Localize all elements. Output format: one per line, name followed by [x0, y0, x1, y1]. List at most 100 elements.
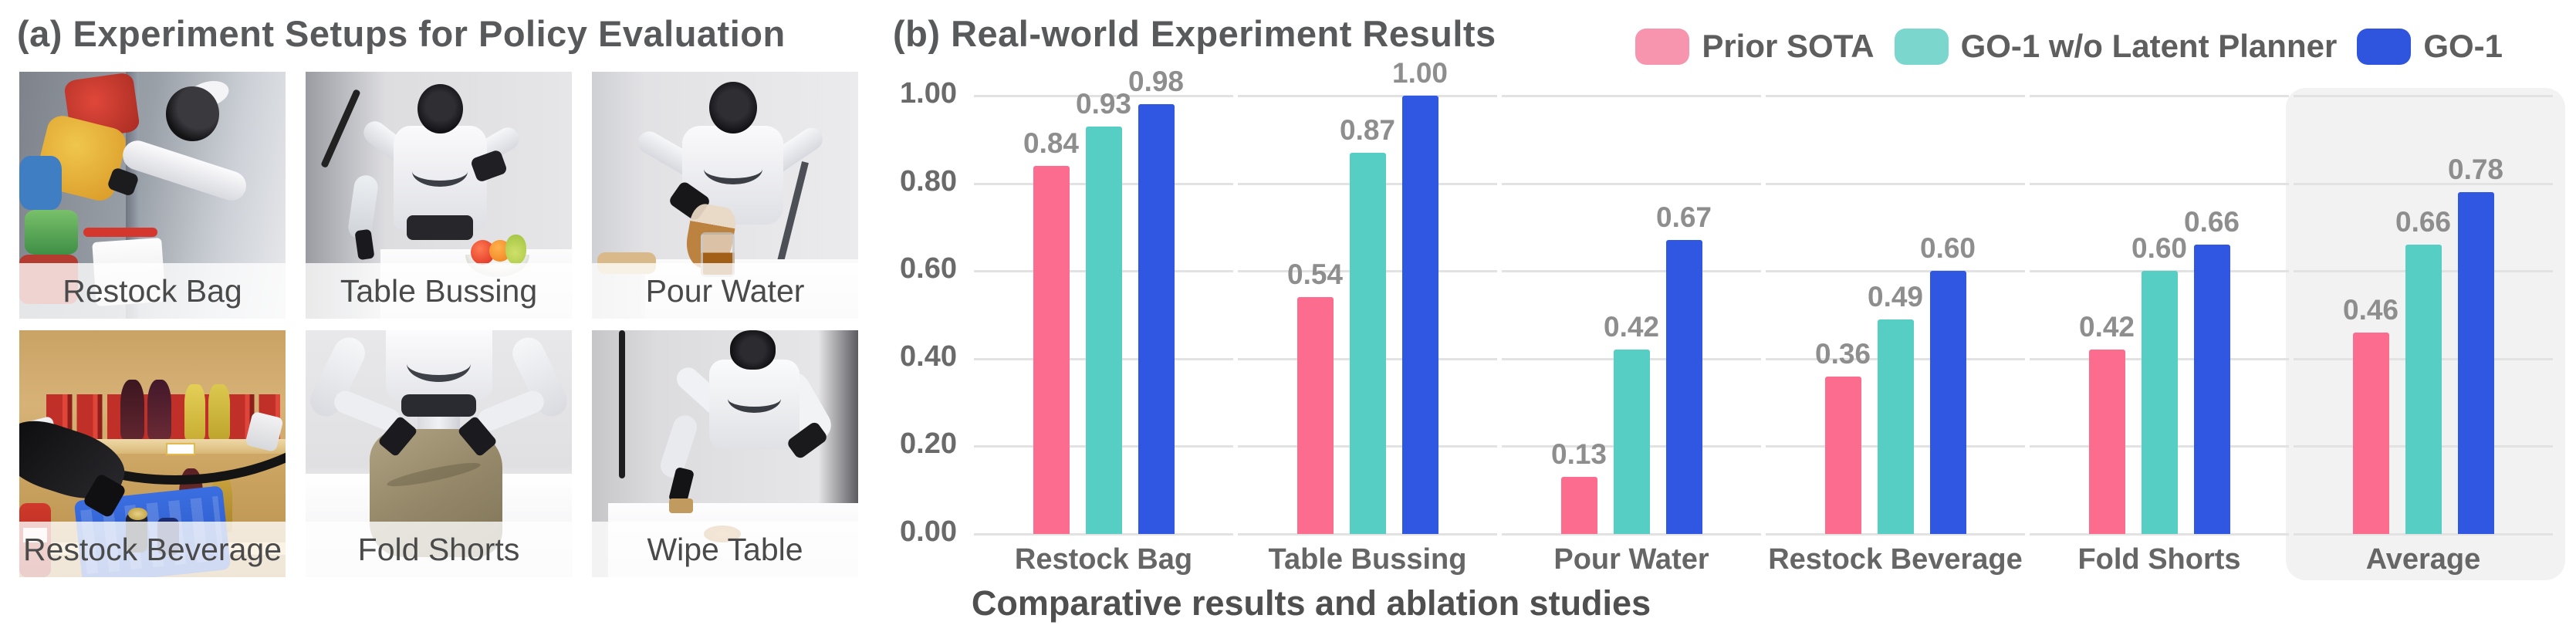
- gridline: [2294, 182, 2553, 185]
- bar-value-label: 0.66: [2395, 206, 2452, 238]
- bar-value-label: 0.78: [2447, 153, 2504, 185]
- y-axis-label: 0.40: [900, 340, 957, 373]
- panel-b-title: (b) Real-world Experiment Results: [893, 13, 1496, 54]
- bar-prior-sota-restock-bag: [1033, 165, 1070, 534]
- bar-value-label: 0.66: [2183, 206, 2240, 238]
- gridline: [1238, 533, 1497, 536]
- photo-pour-water: Pour Water: [592, 72, 858, 319]
- legend-label: Prior SOTA: [1702, 28, 1875, 64]
- bar-value-label: 1.00: [1391, 57, 1449, 89]
- bar-go-1-average: [2457, 191, 2494, 534]
- bar-prior-sota-table-bussing: [1296, 297, 1334, 534]
- bar-prior-sota-average: [2352, 332, 2389, 534]
- snack-bag-shape: [24, 210, 78, 255]
- legend-item-0: Prior SOTA: [1635, 28, 1875, 65]
- bar-value-label: 0.87: [1339, 113, 1396, 146]
- robot-head-shape: [165, 86, 219, 141]
- panel-a-title: (a) Experiment Setups for Policy Evaluat…: [17, 13, 786, 54]
- bar-go-1-fold-shorts: [2193, 245, 2230, 534]
- photo-label-fold-shorts: Fold Shorts: [306, 522, 572, 577]
- legend-item-1: GO-1 w/o Latent Planner: [1894, 28, 2338, 65]
- bar-value-label: 0.49: [1867, 280, 1924, 313]
- gridline: [1766, 533, 2025, 536]
- gridline: [1502, 270, 1761, 273]
- y-axis-label: 0.20: [900, 427, 957, 461]
- photo-label-restock-bag: Restock Bag: [19, 263, 286, 319]
- bar-value-label: 0.36: [1814, 337, 1871, 370]
- bar-prior-sota-pour-water: [1560, 477, 1597, 534]
- bar-go-1-w-o-latent-planner-pour-water: [1613, 350, 1650, 534]
- gridline: [1766, 182, 2025, 185]
- photo-label-table-bussing: Table Bussing: [306, 263, 572, 319]
- robot-waist-shape: [407, 215, 474, 240]
- bar-go-1-w-o-latent-planner-restock-bag: [1085, 126, 1122, 534]
- bar-value-label: 0.60: [1919, 232, 1976, 265]
- robot-head-shape: [417, 84, 463, 133]
- bar-value-label: 0.54: [1286, 258, 1344, 291]
- photo-table-bussing: Table Bussing: [306, 72, 572, 319]
- photo-restock-beverage: Restock Beverage: [19, 330, 286, 577]
- x-axis-label-table-bussing: Table Bussing: [1268, 543, 1467, 576]
- bar-prior-sota-fold-shorts: [2088, 350, 2125, 534]
- gridline: [2294, 533, 2553, 536]
- bar-go-1-w-o-latent-planner-table-bussing: [1349, 152, 1386, 534]
- robot-head-shape: [730, 330, 776, 370]
- gridline: [2294, 95, 2553, 97]
- x-axis-label-average: Average: [2365, 543, 2481, 576]
- bar-go-1-pour-water: [1665, 240, 1702, 534]
- robot-chest-shape: [727, 384, 781, 414]
- legend-label: GO-1: [2423, 28, 2503, 64]
- photo-label-wipe-table: Wipe Table: [592, 522, 858, 577]
- bar-value-label: 0.93: [1075, 87, 1132, 120]
- bar-value-label: 0.13: [1550, 438, 1607, 471]
- robot-chest-shape: [407, 345, 471, 382]
- photo-wipe-table: Wipe Table: [592, 330, 858, 577]
- y-axis-label: 0.60: [900, 252, 957, 286]
- gridline: [1766, 95, 2025, 97]
- legend-swatch-icon: [1635, 28, 1690, 65]
- mic-stand-shape: [320, 89, 361, 169]
- gridline: [2030, 182, 2289, 185]
- robot-waist-shape: [401, 394, 476, 417]
- bar-value-label: 0.60: [2131, 232, 2188, 265]
- y-axis-label: 0.80: [900, 164, 957, 198]
- bar-go-1-table-bussing: [1401, 96, 1438, 534]
- robot-head-shape: [708, 81, 757, 133]
- bar-go-1-w-o-latent-planner-average: [2405, 245, 2442, 534]
- legend-swatch-icon: [1894, 28, 1949, 65]
- bar-chart: 0.84 0.93 0.98 Restock Bag 0.54 0.87 1.00 Table…: [974, 0, 2565, 642]
- y-axis: 0.00 0.20 0.40 0.60 0.80 1.00: [818, 0, 957, 642]
- mic-stand-shape: [618, 330, 626, 478]
- gridline: [1766, 270, 2025, 273]
- photo-restock-bag: Restock Bag: [19, 72, 286, 319]
- gridline: [1502, 533, 1761, 536]
- photo-label-restock-beverage: Restock Beverage: [19, 522, 286, 577]
- sponge-shape: [669, 498, 694, 513]
- bar-value-label: 0.98: [1127, 66, 1185, 98]
- gridline: [2030, 95, 2289, 97]
- gridline: [974, 533, 1233, 536]
- gridline: [2030, 533, 2289, 536]
- y-axis-label: 0.00: [900, 515, 957, 548]
- x-axis-label-restock-bag: Restock Bag: [1014, 543, 1193, 576]
- can-lid-shape: [128, 508, 147, 521]
- bar-go-1-restock-beverage: [1929, 271, 1966, 534]
- y-axis-label: 1.00: [900, 77, 957, 110]
- robot-chest-shape: [703, 154, 762, 184]
- legend-swatch-icon: [2357, 28, 2412, 65]
- gridline: [1238, 95, 1497, 97]
- gridline: [1502, 182, 1761, 185]
- gridline: [1502, 95, 1761, 97]
- bar-go-1-restock-bag: [1138, 104, 1175, 534]
- robot-chest-shape: [412, 156, 468, 187]
- bar-value-label: 0.46: [2342, 293, 2399, 326]
- bar-go-1-w-o-latent-planner-fold-shorts: [2141, 271, 2178, 534]
- figure-caption: Comparative results and ablation studies: [971, 583, 1651, 623]
- legend-label: GO-1 w/o Latent Planner: [1960, 28, 2338, 64]
- pear-shape: [505, 235, 527, 265]
- bar-value-label: 0.84: [1023, 127, 1080, 159]
- robot-gripper-shape: [353, 228, 374, 261]
- bar-value-label: 0.67: [1655, 201, 1712, 234]
- x-axis-label-fold-shorts: Fold Shorts: [2077, 543, 2241, 576]
